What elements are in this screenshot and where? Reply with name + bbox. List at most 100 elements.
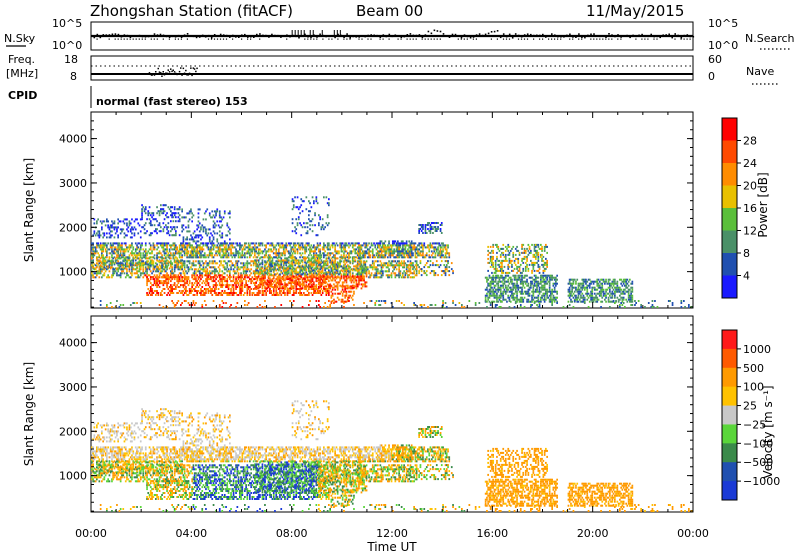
- echo-cell: [331, 246, 334, 249]
- echo-cell: [131, 228, 133, 231]
- echo-cell: [222, 272, 225, 275]
- echo-cell: [309, 279, 311, 282]
- nave-point: [152, 73, 154, 75]
- nave-point: [192, 67, 195, 69]
- sky-point: [617, 34, 619, 36]
- echo-cell: [343, 246, 345, 249]
- echo-cell: [118, 274, 121, 277]
- echo-cell: [139, 262, 142, 265]
- echo-cell: [218, 270, 221, 273]
- echo-cell: [264, 260, 266, 263]
- echo-cell: [148, 257, 151, 260]
- echo-cell: [104, 256, 107, 259]
- echo-cell: [99, 246, 102, 249]
- echo-cell: [269, 244, 271, 247]
- sky-point: [313, 34, 315, 36]
- echo-cell: [329, 287, 331, 290]
- echo-cell: [212, 230, 215, 233]
- sky-point: [259, 33, 261, 35]
- echo-cell: [177, 252, 180, 255]
- echo-cell: [138, 265, 141, 268]
- echo-cell: [136, 262, 138, 265]
- echo-cell: [301, 252, 304, 255]
- echo-cell: [301, 256, 304, 259]
- echo-cell: [395, 254, 398, 257]
- echo-cell: [271, 257, 274, 260]
- echo-cell: [186, 248, 188, 251]
- echo-cell: [289, 256, 291, 259]
- echo-cell: [173, 274, 176, 277]
- echo-cell: [244, 266, 246, 269]
- echo-cell: [223, 272, 226, 275]
- echo-cell: [103, 264, 106, 267]
- echo-cell: [315, 272, 318, 275]
- echo-cell: [324, 260, 326, 263]
- echo-cell: [216, 208, 219, 211]
- echo-cell: [442, 254, 444, 257]
- sky-point: [189, 35, 192, 37]
- echo-cell: [437, 254, 439, 257]
- echo-cell: [311, 294, 314, 296]
- echo-cell: [363, 256, 365, 259]
- echo-cell: [162, 268, 165, 271]
- echo-cell: [181, 268, 183, 271]
- echo-cell: [265, 292, 267, 294]
- echo-cell: [443, 246, 446, 249]
- echo-cell: [311, 261, 314, 264]
- echo-cell: [270, 260, 272, 263]
- echo-cell: [136, 248, 138, 251]
- echo-cell: [308, 244, 310, 247]
- echo-cell: [344, 248, 346, 251]
- echo-cell: [208, 270, 211, 273]
- echo-cell: [117, 242, 119, 245]
- echo-cell: [296, 250, 299, 253]
- search-point: [551, 38, 553, 40]
- echo-cell: [309, 265, 311, 268]
- echo-cell: [359, 250, 362, 253]
- echo-cell: [138, 248, 141, 251]
- echo-cell: [236, 266, 239, 269]
- echo-cell: [366, 244, 369, 247]
- echo-cell: [365, 242, 368, 245]
- echo-cell: [213, 270, 216, 273]
- echo-cell: [333, 286, 335, 289]
- echo-cell: [222, 256, 225, 259]
- sky-point: [677, 34, 679, 37]
- echo-cell: [207, 264, 210, 267]
- echo-cell: [126, 246, 128, 249]
- echo-cell: [195, 286, 197, 288]
- echo-cell: [93, 232, 96, 235]
- echo-cell: [101, 252, 103, 255]
- echo-cell: [319, 248, 321, 251]
- echo-cell: [108, 256, 111, 259]
- echo-cell: [304, 287, 306, 290]
- echo-cell: [141, 208, 143, 211]
- echo-cell: [272, 271, 275, 274]
- sky-point: [557, 35, 559, 38]
- echo-cell: [365, 285, 368, 288]
- echo-cell: [132, 268, 135, 271]
- echo-cell: [323, 287, 325, 290]
- echo-cell: [152, 292, 155, 294]
- echo-cell: [419, 246, 422, 249]
- echo-cell: [99, 261, 102, 264]
- echo-cell: [292, 275, 295, 278]
- echo-cell: [319, 281, 321, 284]
- echo-cell: [230, 288, 232, 290]
- echo-cell: [325, 294, 328, 296]
- echo-cell: [195, 260, 197, 263]
- echo-cell: [333, 256, 335, 259]
- echo-cell: [129, 272, 132, 275]
- echo-cell: [395, 250, 398, 253]
- echo-cell: [232, 254, 235, 257]
- echo-cell: [163, 210, 166, 213]
- echo-cell: [291, 208, 294, 211]
- echo-cell: [433, 256, 436, 259]
- echo-cell: [331, 269, 334, 272]
- echo-cell: [388, 250, 390, 253]
- echo-cell: [378, 250, 380, 253]
- echo-cell: [303, 266, 305, 269]
- echo-cell: [300, 234, 303, 237]
- echo-cell: [326, 263, 329, 266]
- echo-cell: [121, 228, 123, 231]
